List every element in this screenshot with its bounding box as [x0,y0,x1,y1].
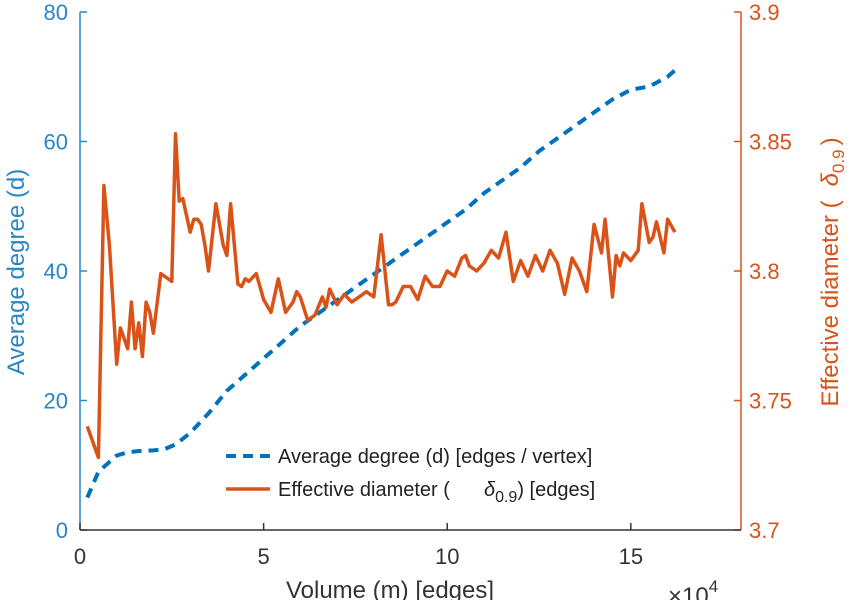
right-tick-label: 3.75 [749,389,792,414]
y-axis-label-right: Effective diameter ( δ0.9) [817,137,848,406]
legend-label-effective-diameter-symbol: δ [484,479,496,501]
y-axis-label-left: Average degree (d) [3,169,30,375]
x-axis-multiplier-exponent: 4 [709,577,718,596]
svg-text:×104: ×104 [668,577,718,600]
right-tick-label: 3.8 [749,259,780,284]
x-tick-label: 0 [74,544,86,569]
x-tick-label: 5 [257,544,269,569]
series-effective-diameter-line [85,131,677,460]
left-tick-label: 40 [44,259,68,284]
left-tick-label: 20 [44,389,68,414]
x-axis: 0 5 10 15 [74,523,741,569]
x-tick-label: 15 [619,544,643,569]
legend-label-effective-diameter-main: Effective diameter ( [278,479,450,501]
series-average-degree-line [85,65,680,499]
legend-label-effective-diameter-close: ) [edges] [517,479,595,501]
y-axis-label-right-sub: 0.9 [829,149,848,173]
svg-text:Effective diameter (δ0.9): Effective diameter ( δ0.9) [817,137,848,406]
x-axis-multiplier-base: ×10 [668,583,709,600]
y-axis-label-right-main: Effective diameter ( [817,200,844,406]
right-axis: 3.7 3.75 3.8 3.85 3.9 [734,0,792,543]
x-tick-label: 10 [435,544,459,569]
left-tick-label: 80 [44,0,68,25]
plot-series [85,65,680,499]
right-tick-label: 3.7 [749,518,780,543]
legend-label-effective-diameter-sub: 0.9 [495,489,517,506]
legend-label-effective-diameter: Effective diameter ( δ0.9) [edges] [278,479,595,506]
left-axis: 0 20 40 60 80 [44,0,87,543]
legend: Average degree (d) [edges / vertex] Effe… [226,446,595,506]
right-tick-label: 3.85 [749,130,792,155]
left-tick-label: 60 [44,130,68,155]
x-axis-label: Volume (m) [edges] [286,577,494,600]
y-axis-label-right-symbol: δ [817,172,844,186]
right-tick-label: 3.9 [749,0,780,25]
y-axis-label-right-close: ) [817,137,844,145]
left-tick-label: 0 [56,518,68,543]
legend-label-average-degree: Average degree (d) [edges / vertex] [278,446,592,468]
x-axis-multiplier: ×104 [668,577,718,600]
